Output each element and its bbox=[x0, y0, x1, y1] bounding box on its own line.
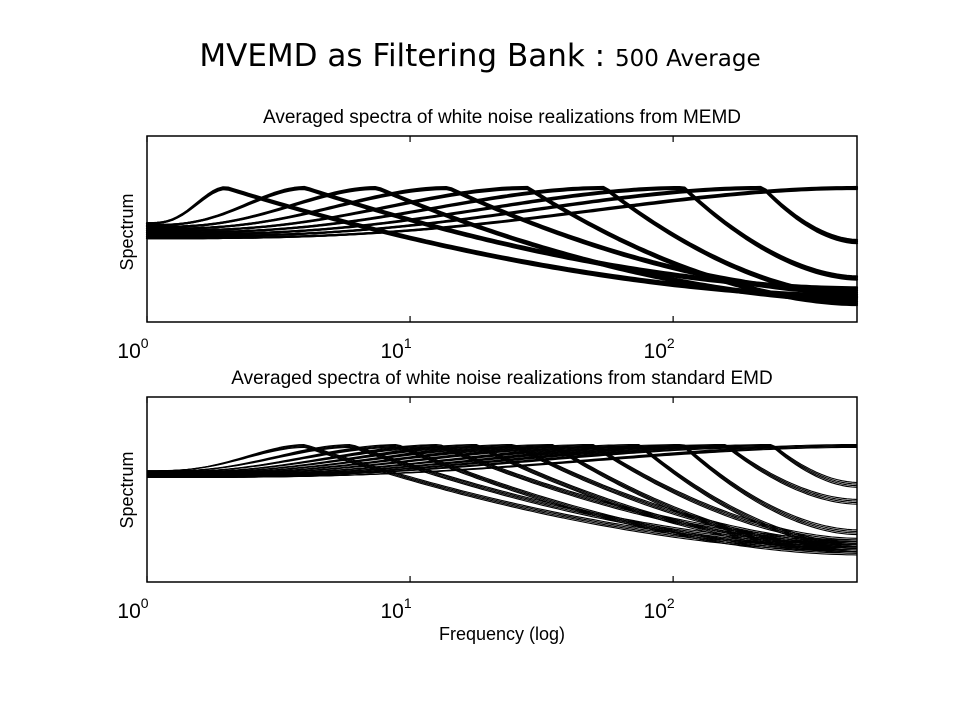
chart-memd: Averaged spectra of white noise realizat… bbox=[117, 107, 859, 363]
x-tick-label: 100 bbox=[117, 595, 148, 623]
series-line bbox=[145, 187, 859, 281]
chart-title: Averaged spectra of white noise realizat… bbox=[263, 107, 741, 128]
series-line bbox=[146, 446, 858, 478]
plot-area bbox=[146, 135, 858, 323]
chart-standard-emd: Averaged spectra of white noise realizat… bbox=[117, 368, 858, 644]
series-line bbox=[145, 187, 859, 303]
x-axis-ticks: 100 101 102 bbox=[117, 136, 675, 363]
series-group bbox=[145, 185, 859, 307]
x-tick-label: 101 bbox=[380, 595, 411, 623]
plot-area bbox=[146, 396, 858, 583]
y-axis-label: Spectrum bbox=[117, 451, 137, 528]
series-line bbox=[146, 446, 858, 544]
slide-title-main: MVEMD as Filtering Bank : bbox=[199, 38, 615, 74]
series-line bbox=[145, 187, 859, 299]
series-line bbox=[146, 446, 858, 505]
series-line bbox=[145, 187, 859, 240]
series-line bbox=[146, 446, 858, 549]
x-tick-label: 101 bbox=[380, 335, 411, 363]
x-axis-ticks: 100 101 102 bbox=[117, 397, 675, 623]
series-line bbox=[145, 187, 859, 245]
series-line bbox=[146, 444, 858, 549]
series-group bbox=[146, 444, 858, 556]
series-line bbox=[145, 187, 859, 307]
x-axis-label: Frequency (log) bbox=[439, 624, 565, 644]
x-tick-label: 102 bbox=[644, 335, 675, 363]
chart-title: Averaged spectra of white noise realizat… bbox=[231, 368, 772, 389]
x-tick-label: 102 bbox=[644, 595, 675, 623]
slide-title: MVEMD as Filtering Bank : 500 Average bbox=[0, 38, 960, 74]
y-axis-label: Spectrum bbox=[117, 193, 137, 270]
series-line bbox=[146, 446, 858, 536]
x-tick-label: 100 bbox=[117, 335, 148, 363]
series-line bbox=[146, 446, 858, 488]
series-line bbox=[146, 446, 858, 556]
slide-title-subtitle: 500 Average bbox=[614, 46, 761, 72]
